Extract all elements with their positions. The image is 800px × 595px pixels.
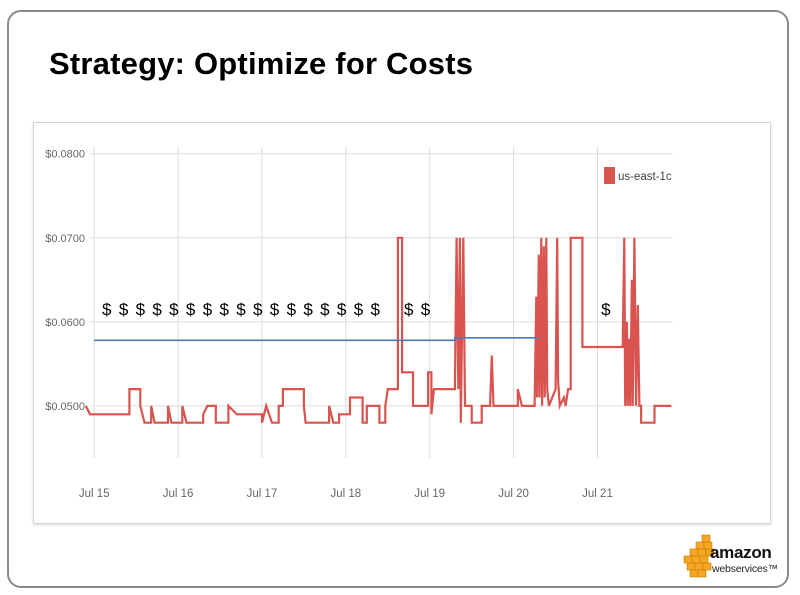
bid-price-line	[94, 336, 539, 342]
dollar-annotation: $	[421, 300, 431, 319]
dollar-annotation: $	[119, 300, 129, 319]
dollar-annotation: $	[337, 300, 347, 319]
x-tick-label: Jul 15	[79, 488, 110, 500]
dollar-annotation: $	[303, 300, 313, 319]
dollar-annotation: $	[169, 300, 179, 319]
dollar-annotations: $ $ $ $ $ $ $ $ $ $ $ $ $ $ $ $ $ $ $ $	[102, 300, 611, 319]
slide-title: Strategy: Optimize for Costs	[49, 46, 474, 81]
dollar-annotation: $	[203, 300, 213, 319]
dollar-annotation: $	[270, 300, 280, 319]
series-line-us-east-1c	[84, 236, 672, 424]
legend-label: us-east-1c	[618, 171, 672, 183]
dollar-annotation: $	[404, 300, 414, 319]
x-tick-labels: Jul 15 Jul 16 Jul 17 Jul 18 Jul 19 Jul 20 Jul …	[79, 488, 613, 500]
x-tick-label: Jul 18	[331, 488, 362, 500]
y-tick-labels: $0.0800 $0.0700 $0.0600 $0.0500	[45, 149, 85, 413]
y-tick-label: $0.0800	[45, 149, 85, 161]
aws-subtext: webservices™	[712, 563, 778, 575]
dollar-annotation: $	[320, 300, 330, 319]
dollar-annotation: $	[186, 300, 196, 319]
y-tick-label: $0.0500	[45, 401, 85, 413]
x-tick-label: Jul 16	[163, 488, 194, 500]
chart-series	[84, 236, 672, 424]
x-tick-label: Jul 21	[582, 488, 613, 500]
aws-wordmark: amazon	[710, 543, 772, 562]
dollar-annotation: $	[102, 300, 112, 319]
x-tick-label: Jul 17	[247, 488, 278, 500]
dollar-annotation: $	[287, 300, 297, 319]
y-tick-label: $0.0600	[45, 317, 85, 329]
dollar-annotation: $	[152, 300, 162, 319]
dollar-annotation: $	[370, 300, 380, 319]
legend-swatch	[604, 167, 615, 184]
dollar-annotation: $	[601, 300, 611, 319]
y-tick-label: $0.0700	[45, 233, 85, 245]
dollar-annotation: $	[236, 300, 246, 319]
dollar-annotation: $	[219, 300, 229, 319]
dollar-annotation: $	[253, 300, 263, 319]
x-tick-label: Jul 19	[414, 488, 445, 500]
chart-legend: us-east-1c	[604, 167, 672, 184]
dollar-annotation: $	[136, 300, 146, 319]
x-tick-label: Jul 20	[498, 488, 529, 500]
dollar-annotation: $	[354, 300, 364, 319]
aws-cubes-icon	[683, 534, 715, 578]
